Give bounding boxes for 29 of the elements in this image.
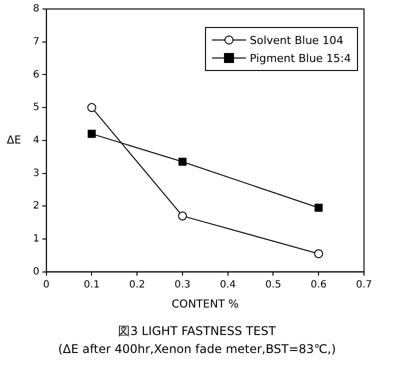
y-tick-label: 4 xyxy=(32,134,40,146)
y-tick-label: 8 xyxy=(32,4,40,15)
y-tick-label: 5 xyxy=(32,102,40,114)
y-tick-label: 0 xyxy=(32,266,40,278)
x-tick-label: 0.1 xyxy=(84,279,100,290)
point xyxy=(178,211,187,220)
y-tick-label: 2 xyxy=(32,200,40,212)
point xyxy=(87,103,96,112)
y-tick-label: 6 xyxy=(32,69,40,80)
x-tick-label: 0.4 xyxy=(220,279,236,290)
x-tick-label: 0 xyxy=(43,279,50,290)
x-tick-label: 0.5 xyxy=(265,279,282,290)
y-tick-label: 1 xyxy=(32,234,40,245)
y-axis-title: ΔE xyxy=(6,133,22,146)
x-tick-label: 0.7 xyxy=(356,279,372,290)
legend-label: Pigment Blue 15:4 xyxy=(250,52,351,64)
text: 図3 LIGHT FASTNESS TEST xyxy=(117,323,277,340)
point xyxy=(314,249,324,258)
point xyxy=(314,204,323,212)
y-tick-label: 3 xyxy=(32,168,40,179)
y-tick-label: 7 xyxy=(32,36,40,48)
x-tick-label: 0.6 xyxy=(310,279,327,290)
point xyxy=(88,130,96,138)
x-tick-label: 0.2 xyxy=(129,279,146,290)
text: (ΔE after 400hr,Xenon fade meter,BST=83℃,) xyxy=(57,342,337,356)
x-tick-label: 0.3 xyxy=(174,279,190,290)
x-axis-title: CONTENT % xyxy=(172,297,239,310)
point xyxy=(178,158,187,166)
legend-label: Solvent Blue 104 xyxy=(250,34,344,46)
